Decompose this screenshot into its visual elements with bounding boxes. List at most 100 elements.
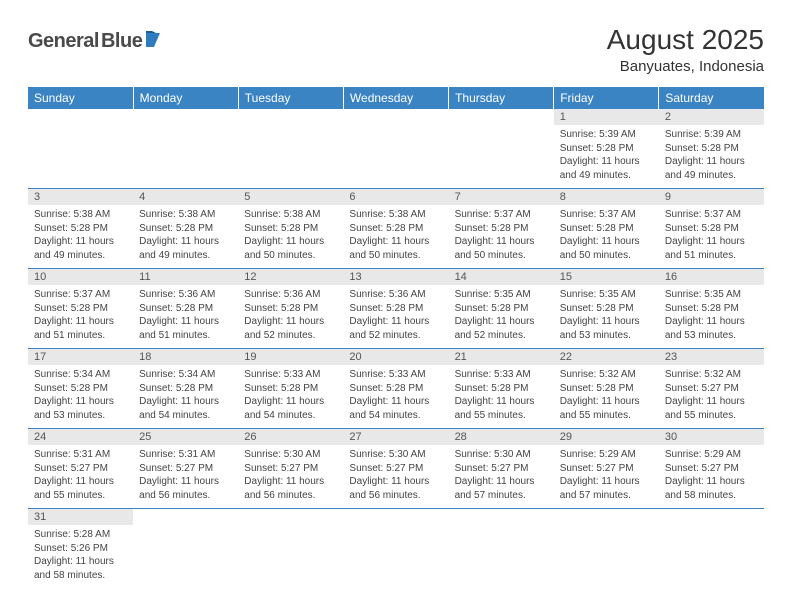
day-number: 15 bbox=[554, 269, 659, 285]
sunrise-text: Sunrise: 5:32 AM bbox=[665, 368, 758, 382]
daylight-text: Daylight: 11 hours and 55 minutes. bbox=[665, 395, 758, 422]
calendar-day-cell: 25Sunrise: 5:31 AMSunset: 5:27 PMDayligh… bbox=[133, 429, 238, 509]
logo-text-blue: Blue bbox=[101, 30, 142, 53]
sunrise-text: Sunrise: 5:38 AM bbox=[349, 208, 442, 222]
sunrise-text: Sunrise: 5:30 AM bbox=[349, 448, 442, 462]
day-number: 25 bbox=[133, 429, 238, 445]
calendar-day-cell: 30Sunrise: 5:29 AMSunset: 5:27 PMDayligh… bbox=[659, 429, 764, 509]
day-number: 9 bbox=[659, 189, 764, 205]
daylight-text: Daylight: 11 hours and 58 minutes. bbox=[34, 555, 127, 582]
day-number: 16 bbox=[659, 269, 764, 285]
day-number: 7 bbox=[449, 189, 554, 205]
sunset-text: Sunset: 5:28 PM bbox=[455, 302, 548, 316]
sunset-text: Sunset: 5:28 PM bbox=[244, 222, 337, 236]
calendar-day-cell: 12Sunrise: 5:36 AMSunset: 5:28 PMDayligh… bbox=[238, 269, 343, 349]
day-number: 5 bbox=[238, 189, 343, 205]
sunset-text: Sunset: 5:28 PM bbox=[560, 302, 653, 316]
calendar-page: GeneralBlue August 2025 Banyuates, Indon… bbox=[0, 0, 792, 588]
sunrise-text: Sunrise: 5:35 AM bbox=[455, 288, 548, 302]
daylight-text: Daylight: 11 hours and 49 minutes. bbox=[139, 235, 232, 262]
day-number: 22 bbox=[554, 349, 659, 365]
sunrise-text: Sunrise: 5:38 AM bbox=[139, 208, 232, 222]
weekday-header-row: Sunday Monday Tuesday Wednesday Thursday… bbox=[28, 87, 764, 109]
sunrise-text: Sunrise: 5:37 AM bbox=[665, 208, 758, 222]
weekday-header: Wednesday bbox=[343, 87, 448, 109]
day-number: 21 bbox=[449, 349, 554, 365]
daylight-text: Daylight: 11 hours and 51 minutes. bbox=[139, 315, 232, 342]
weekday-header: Thursday bbox=[449, 87, 554, 109]
sunset-text: Sunset: 5:27 PM bbox=[665, 382, 758, 396]
calendar-body: 1Sunrise: 5:39 AMSunset: 5:28 PMDaylight… bbox=[28, 109, 764, 588]
sunset-text: Sunset: 5:28 PM bbox=[455, 222, 548, 236]
calendar-day-cell bbox=[343, 509, 448, 589]
sunset-text: Sunset: 5:28 PM bbox=[244, 382, 337, 396]
day-number: 17 bbox=[28, 349, 133, 365]
month-year-title: August 2025 bbox=[607, 24, 764, 56]
calendar-day-cell: 31Sunrise: 5:28 AMSunset: 5:26 PMDayligh… bbox=[28, 509, 133, 589]
weekday-header: Monday bbox=[133, 87, 238, 109]
sunset-text: Sunset: 5:27 PM bbox=[34, 462, 127, 476]
calendar-day-cell: 21Sunrise: 5:33 AMSunset: 5:28 PMDayligh… bbox=[449, 349, 554, 429]
calendar-day-cell: 29Sunrise: 5:29 AMSunset: 5:27 PMDayligh… bbox=[554, 429, 659, 509]
daylight-text: Daylight: 11 hours and 50 minutes. bbox=[560, 235, 653, 262]
brand-logo: GeneralBlue bbox=[28, 24, 168, 53]
calendar-week-row: 31Sunrise: 5:28 AMSunset: 5:26 PMDayligh… bbox=[28, 509, 764, 589]
weekday-header: Sunday bbox=[28, 87, 133, 109]
sunrise-text: Sunrise: 5:31 AM bbox=[34, 448, 127, 462]
day-number: 3 bbox=[28, 189, 133, 205]
calendar-day-cell bbox=[133, 109, 238, 189]
day-number: 13 bbox=[343, 269, 448, 285]
sunrise-text: Sunrise: 5:38 AM bbox=[34, 208, 127, 222]
page-header: GeneralBlue August 2025 Banyuates, Indon… bbox=[28, 24, 764, 75]
calendar-day-cell: 18Sunrise: 5:34 AMSunset: 5:28 PMDayligh… bbox=[133, 349, 238, 429]
calendar-day-cell: 20Sunrise: 5:33 AMSunset: 5:28 PMDayligh… bbox=[343, 349, 448, 429]
sunset-text: Sunset: 5:28 PM bbox=[34, 302, 127, 316]
sunset-text: Sunset: 5:28 PM bbox=[560, 142, 653, 156]
daylight-text: Daylight: 11 hours and 56 minutes. bbox=[349, 475, 442, 502]
calendar-day-cell: 17Sunrise: 5:34 AMSunset: 5:28 PMDayligh… bbox=[28, 349, 133, 429]
title-block: August 2025 Banyuates, Indonesia bbox=[607, 24, 764, 75]
sunset-text: Sunset: 5:28 PM bbox=[349, 382, 442, 396]
weekday-header: Friday bbox=[554, 87, 659, 109]
day-number: 6 bbox=[343, 189, 448, 205]
day-number: 2 bbox=[659, 109, 764, 125]
sunset-text: Sunset: 5:28 PM bbox=[665, 222, 758, 236]
calendar-week-row: 17Sunrise: 5:34 AMSunset: 5:28 PMDayligh… bbox=[28, 349, 764, 429]
day-number: 27 bbox=[343, 429, 448, 445]
day-number: 11 bbox=[133, 269, 238, 285]
day-number: 19 bbox=[238, 349, 343, 365]
calendar-day-cell bbox=[449, 509, 554, 589]
daylight-text: Daylight: 11 hours and 57 minutes. bbox=[560, 475, 653, 502]
sunrise-text: Sunrise: 5:35 AM bbox=[665, 288, 758, 302]
sunrise-text: Sunrise: 5:29 AM bbox=[665, 448, 758, 462]
sunrise-text: Sunrise: 5:32 AM bbox=[560, 368, 653, 382]
daylight-text: Daylight: 11 hours and 53 minutes. bbox=[560, 315, 653, 342]
sunset-text: Sunset: 5:27 PM bbox=[244, 462, 337, 476]
sunset-text: Sunset: 5:28 PM bbox=[349, 222, 442, 236]
daylight-text: Daylight: 11 hours and 49 minutes. bbox=[665, 155, 758, 182]
daylight-text: Daylight: 11 hours and 50 minutes. bbox=[455, 235, 548, 262]
daylight-text: Daylight: 11 hours and 57 minutes. bbox=[455, 475, 548, 502]
sunset-text: Sunset: 5:28 PM bbox=[665, 302, 758, 316]
daylight-text: Daylight: 11 hours and 54 minutes. bbox=[349, 395, 442, 422]
weekday-header: Saturday bbox=[659, 87, 764, 109]
daylight-text: Daylight: 11 hours and 49 minutes. bbox=[34, 235, 127, 262]
sunrise-text: Sunrise: 5:36 AM bbox=[139, 288, 232, 302]
day-number: 12 bbox=[238, 269, 343, 285]
calendar-day-cell: 3 Sunrise: 5:38 AMSunset: 5:28 PMDaylight… bbox=[28, 189, 133, 269]
calendar-day-cell: 4Sunrise: 5:38 AMSunset: 5:28 PMDaylight… bbox=[133, 189, 238, 269]
sunrise-text: Sunrise: 5:28 AM bbox=[34, 528, 127, 542]
calendar-day-cell: 7Sunrise: 5:37 AMSunset: 5:28 PMDaylight… bbox=[449, 189, 554, 269]
day-number: 10 bbox=[28, 269, 133, 285]
sunrise-text: Sunrise: 5:31 AM bbox=[139, 448, 232, 462]
sunset-text: Sunset: 5:27 PM bbox=[139, 462, 232, 476]
sunrise-text: Sunrise: 5:34 AM bbox=[34, 368, 127, 382]
day-number: 8 bbox=[554, 189, 659, 205]
sunset-text: Sunset: 5:27 PM bbox=[560, 462, 653, 476]
calendar-week-row: 10Sunrise: 5:37 AMSunset: 5:28 PMDayligh… bbox=[28, 269, 764, 349]
sunrise-text: Sunrise: 5:38 AM bbox=[244, 208, 337, 222]
day-number: 24 bbox=[28, 429, 133, 445]
daylight-text: Daylight: 11 hours and 50 minutes. bbox=[244, 235, 337, 262]
calendar-day-cell: 27Sunrise: 5:30 AMSunset: 5:27 PMDayligh… bbox=[343, 429, 448, 509]
sunset-text: Sunset: 5:28 PM bbox=[34, 222, 127, 236]
